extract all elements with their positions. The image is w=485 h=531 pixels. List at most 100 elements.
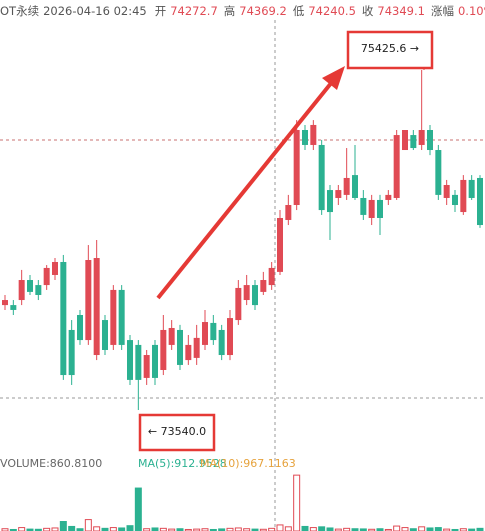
candle-body (193, 337, 200, 358)
candle-body (410, 135, 417, 149)
candle-body (27, 280, 33, 292)
volume-bar (59, 521, 67, 531)
volume-bar (93, 526, 101, 531)
candle-body (110, 289, 117, 345)
candle-body (52, 261, 58, 275)
field-value: 74240.5 (308, 4, 356, 18)
ma10-label: MA(10):967.1163 (200, 457, 296, 470)
candle-body (102, 320, 108, 350)
candle-body (135, 344, 142, 380)
volume-bar (284, 526, 292, 531)
candle-body (385, 194, 392, 200)
field-value: 74349.1 (377, 4, 425, 18)
candle-body (185, 344, 192, 361)
volume-bar (476, 527, 484, 531)
volume-bar (109, 527, 117, 531)
candle-body (468, 179, 475, 198)
candles (2, 69, 483, 411)
volume-bar (318, 526, 326, 531)
candle-body (310, 124, 317, 145)
ohlc-header: OT永续 2026-04-16 02:45 开 74272.7 高 74369.2 低 742… (0, 3, 485, 19)
volume-label: VOLUME:860.8100 (0, 457, 102, 470)
volume-bar (234, 527, 242, 531)
candle-body (302, 130, 308, 145)
volume-bar (343, 527, 351, 531)
candle-body (252, 285, 258, 306)
candle-body (243, 285, 250, 301)
field-value: 74369.2 (239, 4, 287, 18)
candle-body (210, 322, 217, 341)
candle-body (260, 280, 267, 292)
volume-bar (118, 527, 126, 531)
candle-body (168, 327, 175, 345)
annotation: ← 73540.0 (148, 425, 206, 438)
annotation-box (346, 30, 434, 70)
candle-body (118, 289, 125, 345)
candle-body (227, 318, 233, 356)
candle-body (202, 322, 208, 345)
field-value: 0.10%(76.5 (457, 4, 485, 18)
volume-bar (309, 527, 317, 531)
candle-body (177, 329, 183, 365)
volume-bar (226, 527, 234, 531)
candle-body (393, 135, 400, 198)
volume-bar (326, 527, 334, 531)
candle-body (368, 199, 375, 218)
symbol: OT永续 (0, 4, 40, 18)
volume-bar (126, 525, 134, 531)
volume-bar (301, 525, 309, 531)
candle-body (143, 355, 150, 378)
candle-body (35, 285, 42, 295)
volume-bar (276, 524, 284, 531)
candle-body (68, 329, 75, 376)
candle-body (377, 199, 383, 218)
annotation-box (138, 413, 216, 452)
candle-body (402, 130, 408, 151)
volume-bar (84, 519, 92, 531)
volume-bar (18, 527, 26, 531)
volume-bar (268, 527, 276, 531)
volume-bars (1, 474, 484, 531)
volume-bar (68, 525, 76, 531)
candle-body (318, 144, 325, 211)
field-label: 高 (223, 4, 236, 18)
field-label: 收 (361, 4, 374, 18)
candle-body (435, 150, 442, 195)
candle-body (10, 305, 17, 310)
candle-body (418, 130, 425, 145)
candle-body (77, 314, 83, 341)
volume-bar (159, 527, 167, 531)
volume-bar (426, 527, 434, 531)
candle-body (218, 329, 225, 356)
arrow (156, 80, 334, 300)
candle-body (352, 175, 358, 198)
candle-body (343, 177, 350, 195)
candle-body (18, 280, 25, 301)
candle-body (327, 190, 333, 213)
volume-bar (134, 487, 142, 531)
candle-body (152, 344, 158, 378)
annotation: 75425.6 → (361, 42, 419, 55)
candle-body (335, 190, 342, 198)
field-label: 低 (292, 4, 305, 18)
field-label: 开 (154, 4, 167, 18)
volume-bar (51, 527, 59, 531)
candle-body (235, 287, 242, 321)
candle-body (2, 300, 8, 306)
candle-body (452, 194, 458, 206)
candle-body (477, 177, 483, 226)
volume-bar (101, 527, 109, 531)
candle-body (160, 329, 167, 370)
candle-body (285, 205, 292, 220)
candle-body (460, 179, 467, 213)
ma5-label: MA(5):912.9528 (138, 457, 227, 470)
candle-body (427, 130, 433, 151)
volume-bar (418, 526, 426, 531)
candle-body (93, 258, 100, 356)
candle-body (277, 217, 283, 272)
volume-bar (293, 474, 301, 531)
volume-bar (434, 527, 442, 531)
candle-body (85, 260, 92, 341)
